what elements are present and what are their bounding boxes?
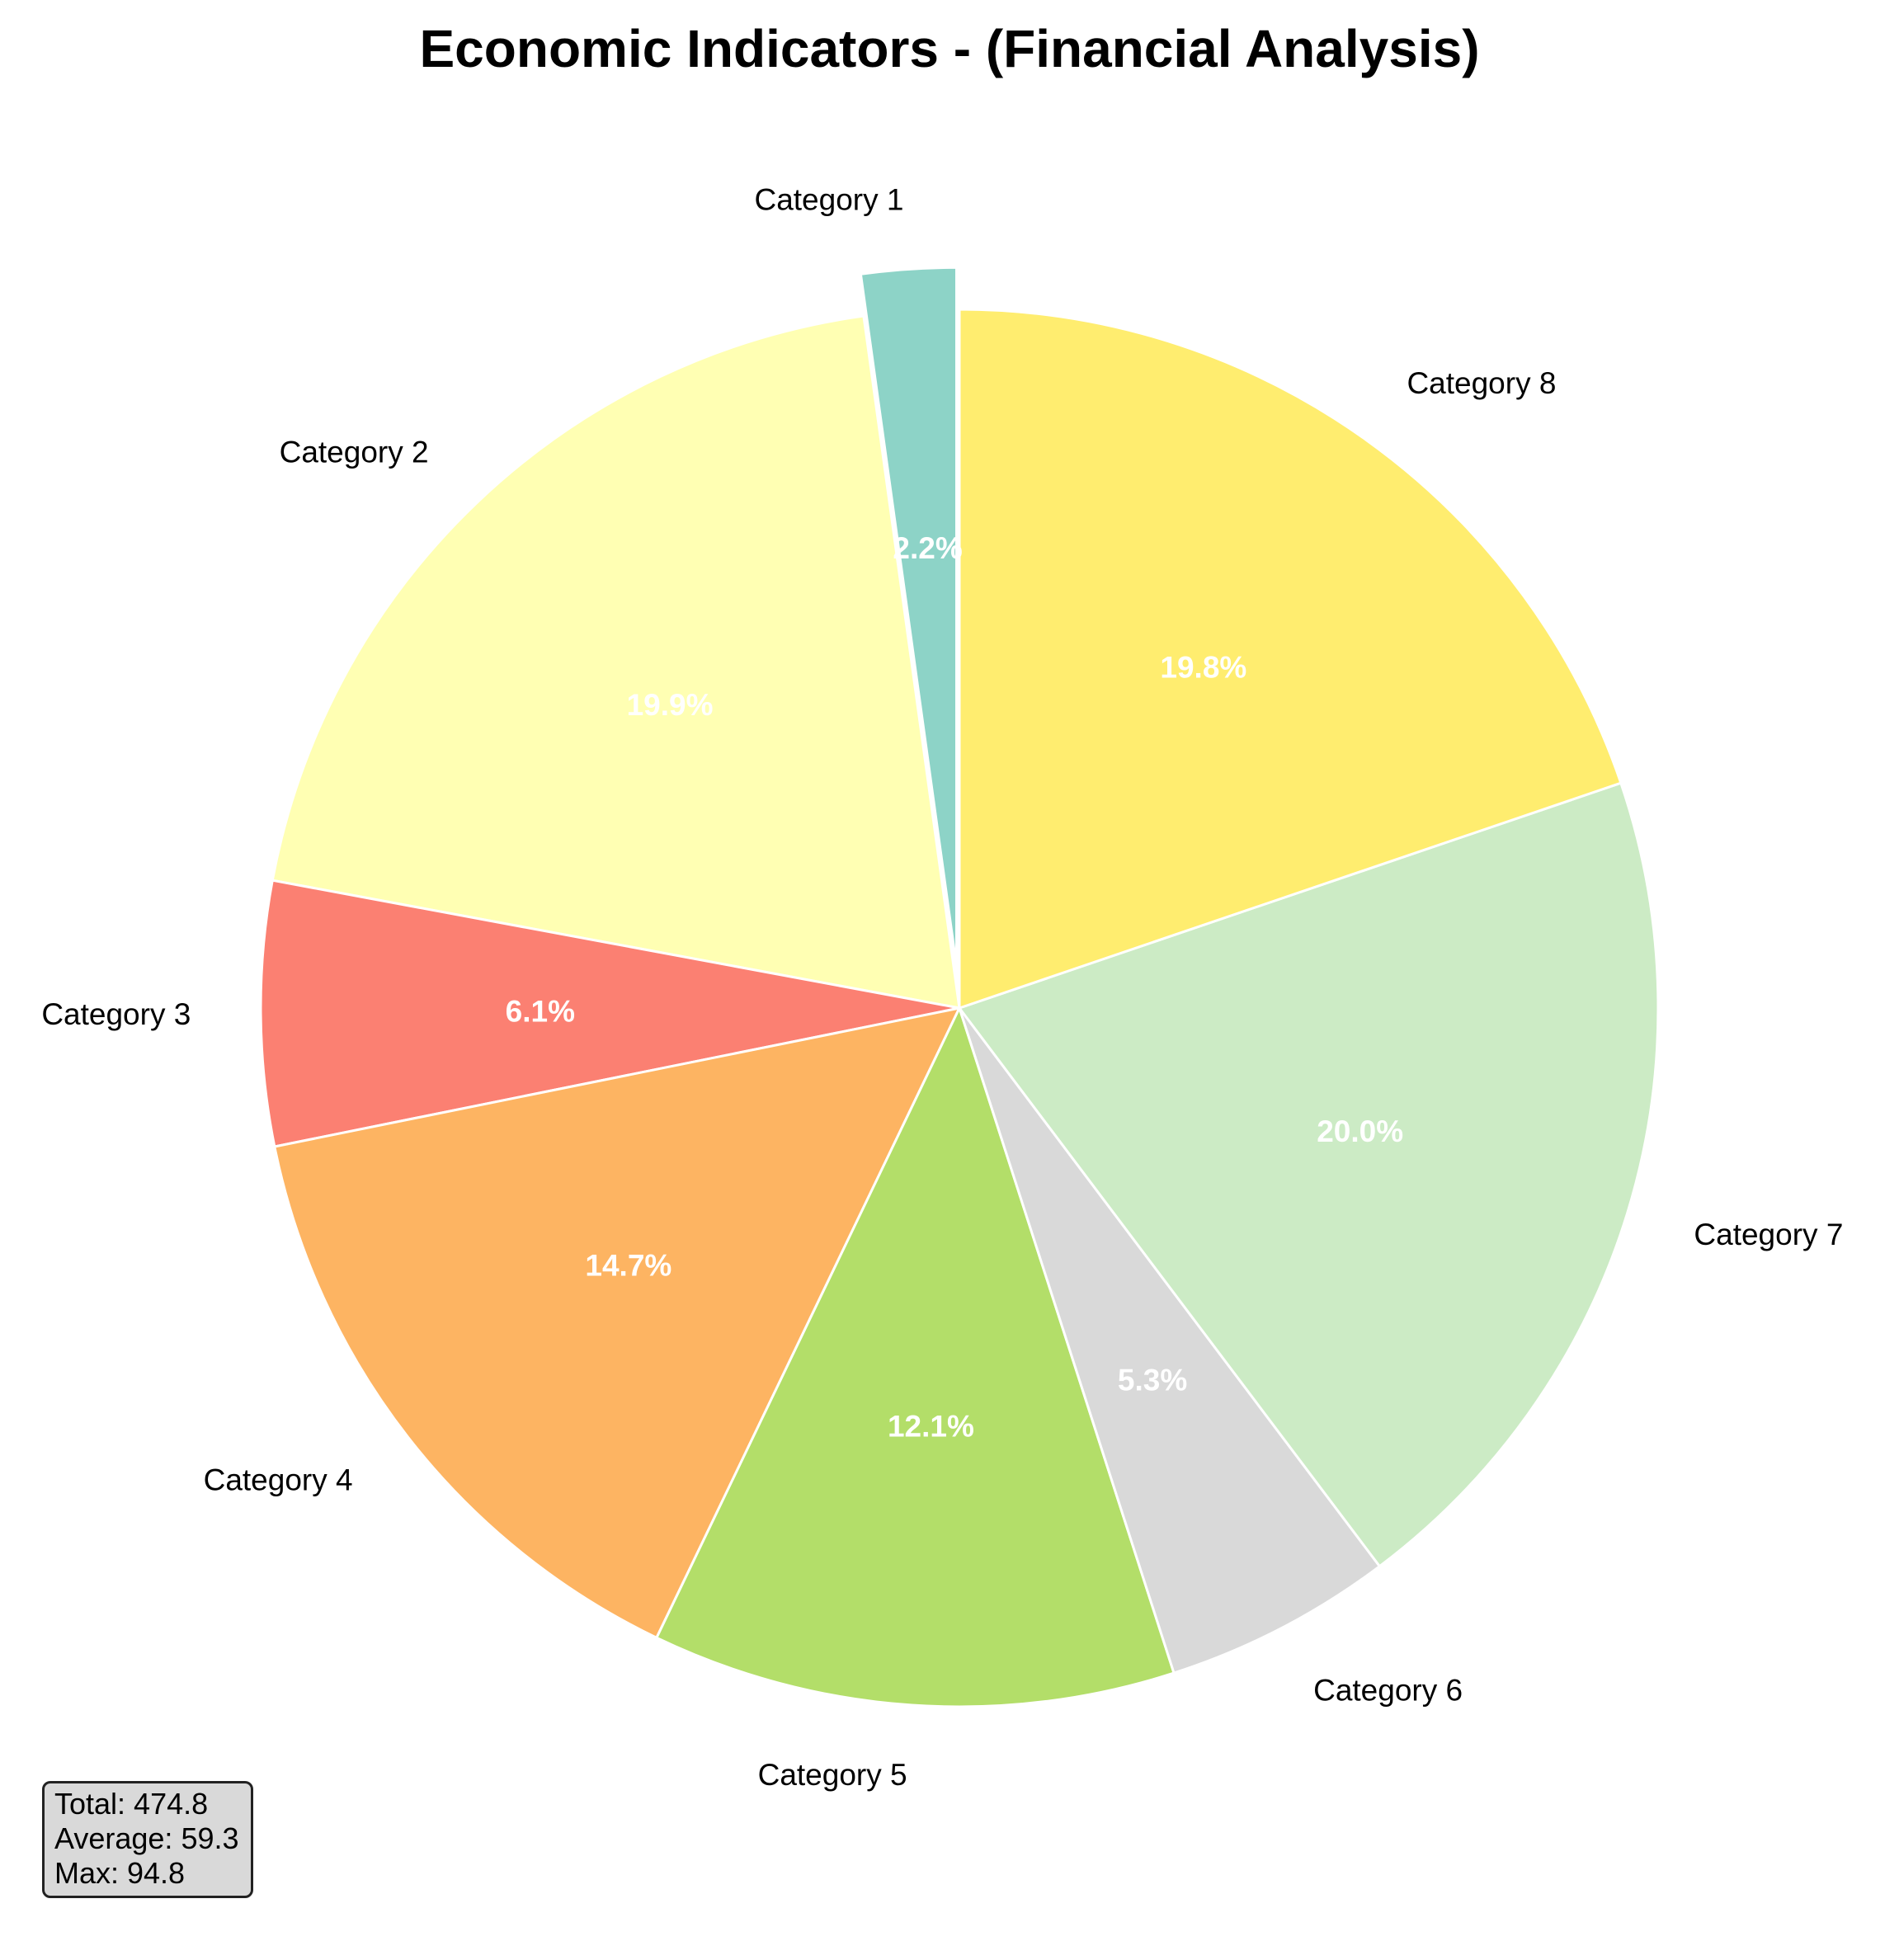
percent-label-5: 12.1% <box>888 1410 974 1444</box>
pie-slice-1 <box>859 266 959 967</box>
category-label-3: Category 3 <box>41 997 191 1031</box>
stats-average: Average: 59.3 <box>54 1821 239 1855</box>
pie-percent-labels: 2.2% 19.9% 6.1% 14.7% 12.1% 5.3% 20.0% 19.8% <box>506 531 1403 1444</box>
pie-slice-3 <box>259 879 960 1148</box>
category-label-8: Category 8 <box>1407 366 1556 400</box>
pie-slice-2 <box>271 314 961 1010</box>
pie-slice-8 <box>958 308 1623 1011</box>
pie-slice-5 <box>654 1004 1176 1708</box>
pie-slices <box>259 266 1660 1708</box>
category-label-4: Category 4 <box>204 1463 353 1497</box>
percent-label-6: 5.3% <box>1118 1364 1187 1397</box>
percent-label-3: 6.1% <box>506 995 575 1029</box>
percent-label-2: 19.9% <box>627 688 714 722</box>
category-label-7: Category 7 <box>1694 1218 1843 1251</box>
percent-label-7: 20.0% <box>1317 1114 1403 1148</box>
category-label-2: Category 2 <box>280 436 429 469</box>
stats-box: Total: 474.8 Average: 59.3 Max: 94.8 <box>42 1781 253 1898</box>
percent-label-1: 2.2% <box>893 531 962 565</box>
pie-category-labels: Category 1 Category 2 Category 3 Category 4… <box>41 182 1843 1792</box>
category-label-1: Category 1 <box>754 182 903 216</box>
pie-slice-6 <box>958 1007 1382 1675</box>
stats-max: Max: 94.8 <box>54 1856 186 1890</box>
category-label-6: Category 6 <box>1313 1673 1463 1707</box>
category-label-5: Category 5 <box>758 1758 907 1792</box>
percent-label-4: 14.7% <box>585 1249 671 1283</box>
stats-total: Total: 474.8 <box>54 1787 209 1821</box>
chart-title: Economic Indicators - (Financial Analysi… <box>419 19 1480 78</box>
percent-label-8: 19.8% <box>1160 650 1246 684</box>
pie-slice-4 <box>273 1006 962 1640</box>
pie-slice-7 <box>957 781 1660 1568</box>
